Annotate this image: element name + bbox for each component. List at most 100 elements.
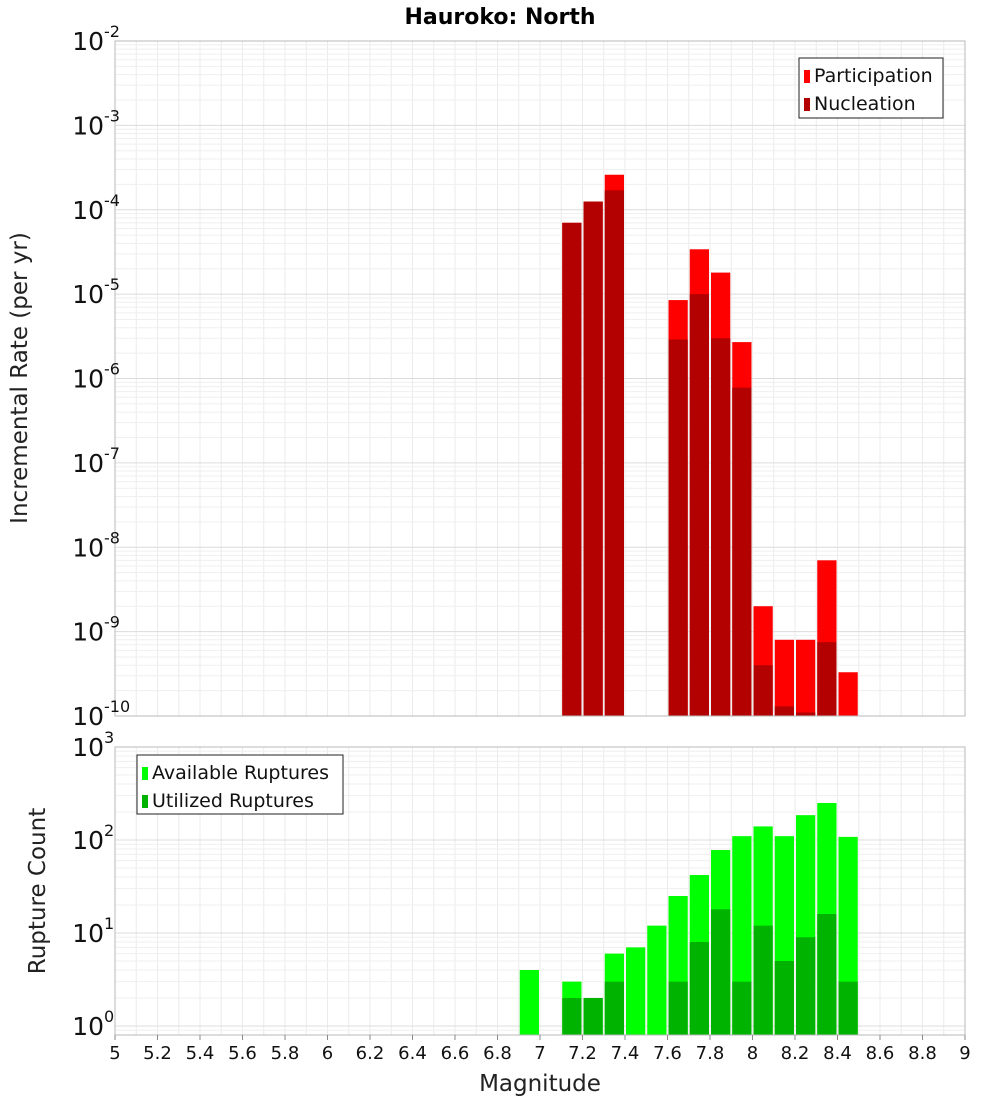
y-tick-label: 10 [72, 111, 104, 140]
series-1 [562, 190, 837, 716]
bar [689, 942, 709, 1035]
legend-label: Utilized Ruptures [152, 790, 314, 812]
x-tick-label: 6.2 [356, 1043, 385, 1064]
y-tick-exponent: 1 [104, 914, 114, 933]
bar [732, 981, 752, 1035]
x-tick-label: 5.8 [271, 1043, 300, 1064]
y-tick-exponent: -4 [104, 191, 120, 210]
chart-title: Hauroko: North [404, 5, 595, 30]
y-tick-exponent: -9 [104, 613, 120, 632]
bar [817, 642, 837, 716]
x-tick-label: 7.2 [568, 1043, 597, 1064]
bar [668, 981, 688, 1035]
x-ticks: 5 5.2 5.4 5.6 5.8 6 6.2 6.4 6.6 6.8 7 7.2 7.4 7.6 7.8 8… [109, 1035, 971, 1064]
legend-label: Nucleation [814, 93, 916, 115]
bar [583, 997, 603, 1035]
bar [647, 925, 667, 1035]
legend-label: Available Ruptures [152, 762, 329, 784]
x-tick-label: 8 [747, 1043, 758, 1064]
bottom-y-axis-label: Rupture Count [25, 808, 51, 974]
y-tick-label: 10 [72, 826, 104, 855]
x-tick-label: 6.8 [483, 1043, 512, 1064]
y-tick-label: 10 [72, 533, 104, 562]
x-tick-label: 7.8 [696, 1043, 725, 1064]
legend-swatch [804, 98, 810, 111]
legend: Available Ruptures Utilized Ruptures [136, 754, 344, 815]
y-tick-label: 10 [72, 1012, 104, 1041]
legend-label: Participation [814, 65, 933, 87]
legend-swatch [142, 795, 148, 808]
y-tick-label: 10 [72, 733, 104, 762]
y-tick-exponent: -3 [104, 106, 120, 125]
y-tick-exponent: -6 [104, 360, 120, 379]
x-tick-label: 8.2 [781, 1043, 810, 1064]
bar [774, 706, 794, 716]
bar [711, 338, 731, 716]
bar [689, 294, 709, 716]
x-tick-label: 7.4 [611, 1043, 640, 1064]
bar [753, 925, 773, 1035]
y-tick-exponent: -8 [104, 528, 120, 547]
y-tick-label: 10 [72, 919, 104, 948]
y-tick-exponent: -2 [104, 22, 120, 41]
bar [796, 639, 816, 716]
bar [796, 712, 816, 716]
x-tick-label: 6 [322, 1043, 333, 1064]
series-1 [562, 909, 858, 1035]
bar [774, 639, 794, 716]
x-tick-label: 5.2 [143, 1043, 172, 1064]
y-tick-label: 10 [72, 280, 104, 309]
bar [732, 387, 752, 716]
x-tick-label: 5.6 [228, 1043, 257, 1064]
x-tick-label: 7 [534, 1043, 545, 1064]
bar [796, 937, 816, 1035]
legend: Participation Nucleation [798, 57, 944, 119]
bar [711, 909, 731, 1035]
y-tick-label: 10 [72, 365, 104, 394]
y-tick-label: 10 [72, 449, 104, 478]
y-tick-label: 10 [72, 702, 104, 731]
bar [583, 201, 603, 716]
legend-box [136, 754, 344, 815]
bar [604, 190, 624, 716]
bar [774, 960, 794, 1035]
plot-frame [114, 40, 966, 717]
x-tick-label: 8.4 [823, 1043, 852, 1064]
x-tick-label: 8.8 [908, 1043, 937, 1064]
x-tick-label: 9 [959, 1043, 970, 1064]
y-tick-exponent: -7 [104, 444, 120, 463]
bar [753, 665, 773, 716]
y-tick-label: 10 [72, 196, 104, 225]
bar [562, 222, 582, 716]
y-tick-label: 10 [72, 618, 104, 647]
y-tick-exponent: -10 [104, 697, 130, 716]
bar [668, 339, 688, 716]
bar [838, 672, 858, 716]
grid [114, 40, 966, 717]
bar [562, 997, 582, 1035]
legend-swatch [142, 767, 148, 780]
y-tick-exponent: 0 [104, 1007, 114, 1026]
y-tick-exponent: 2 [104, 821, 114, 840]
legend-swatch [804, 70, 810, 83]
top-y-axis-label: Incremental Rate (per yr) [7, 232, 33, 524]
x-tick-label: 7.6 [653, 1043, 682, 1064]
x-tick-label: 6.4 [398, 1043, 427, 1064]
x-tick-label: 5.4 [186, 1043, 215, 1064]
bar [817, 914, 837, 1035]
y-tick-exponent: -5 [104, 275, 120, 294]
bar [626, 947, 646, 1035]
x-tick-label: 8.6 [866, 1043, 895, 1064]
x-tick-label: 6.6 [441, 1043, 470, 1064]
bar [838, 981, 858, 1035]
legend-box [798, 57, 944, 119]
bar [604, 981, 624, 1035]
x-axis-label: Magnitude [479, 1071, 601, 1097]
bar [519, 969, 539, 1035]
y-tick-exponent: 3 [104, 728, 114, 747]
